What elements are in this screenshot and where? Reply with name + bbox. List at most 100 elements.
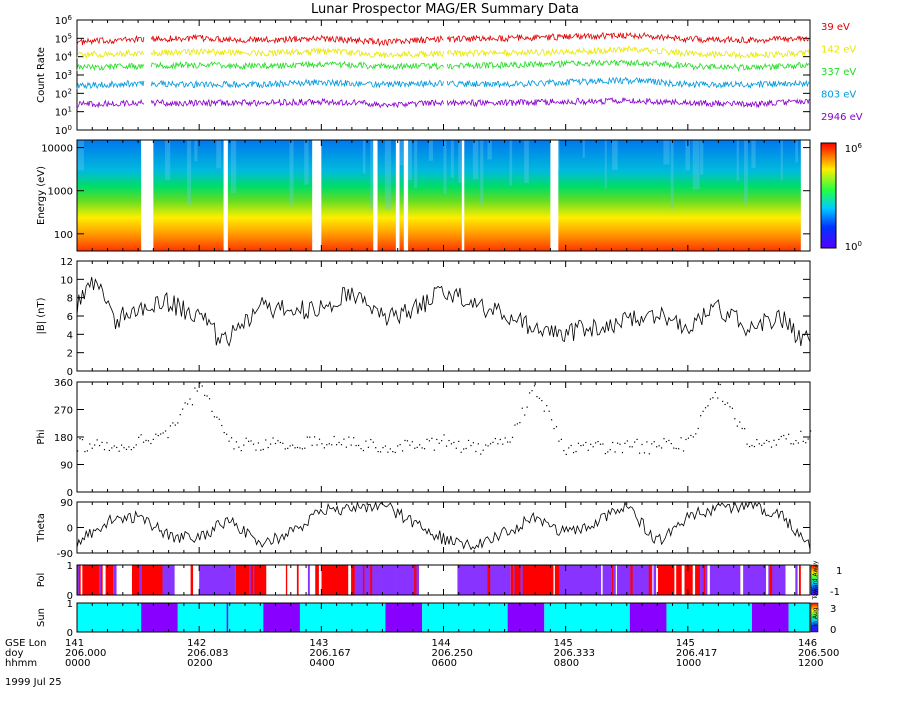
phi-point <box>475 450 477 453</box>
sun-segment <box>263 603 300 632</box>
phi-point <box>722 400 724 403</box>
phi-point <box>167 436 169 439</box>
phi-point <box>274 442 277 445</box>
energy-colorbar-max-label: 106 <box>845 142 863 155</box>
phi-point <box>792 443 795 445</box>
theta-line <box>76 501 811 551</box>
phi-point <box>299 447 301 449</box>
phi-point <box>580 445 582 447</box>
count-rate-tick-label: 103 <box>55 69 72 82</box>
spectrogram-streak <box>428 140 433 161</box>
phi-point <box>323 447 325 449</box>
sun-segment <box>544 603 630 632</box>
phi-point <box>682 450 685 452</box>
polarity-stripe <box>392 565 394 595</box>
b-magnitude-tick-label: 0 <box>67 367 73 378</box>
phi-point <box>419 444 421 446</box>
spectrogram-streak <box>692 140 700 190</box>
phi-point <box>494 437 497 440</box>
b-magnitude-tick-label: 6 <box>67 312 73 323</box>
polarity-stripe <box>249 565 251 595</box>
phi-tick-label: 0 <box>67 488 73 499</box>
phi-point <box>714 391 716 394</box>
phi-point <box>160 433 162 435</box>
legend-entry: 803 eV <box>821 90 856 101</box>
phi-point <box>612 441 614 444</box>
phi-point <box>707 405 709 407</box>
spectrogram-streak <box>216 140 222 169</box>
phi-point <box>555 426 558 428</box>
phi-point <box>172 422 174 424</box>
phi-point <box>328 443 330 445</box>
energy-tick-label: 10000 <box>41 144 73 155</box>
count-rate-tick-label: 100 <box>55 124 72 137</box>
phi-point <box>504 437 506 439</box>
phi-point <box>607 451 609 453</box>
polarity-stripe <box>80 565 83 595</box>
phi-point <box>436 438 438 441</box>
x-tick-label-doy: 206.333 <box>554 648 595 659</box>
phi-point <box>502 443 504 445</box>
phi-point <box>548 410 550 412</box>
phi-point <box>590 443 592 445</box>
spectrogram-data-gap <box>550 140 559 251</box>
phi-point <box>687 437 690 439</box>
polarity-stripe <box>586 565 589 595</box>
phi-point <box>387 451 389 453</box>
spectrogram-streak <box>487 140 492 160</box>
sun-segment <box>629 603 667 632</box>
energy-spectrogram <box>77 140 810 251</box>
phi-point <box>790 443 792 445</box>
phi-point <box>497 443 499 445</box>
phi-point <box>636 438 638 441</box>
phi-point <box>184 402 186 404</box>
phi-point <box>428 440 431 442</box>
x-tick-label-doy: 206.417 <box>676 648 717 659</box>
polarity-colorbar-title: Toward Away <box>812 560 819 600</box>
energy-tick-label: 1000 <box>48 187 73 198</box>
phi-point <box>377 450 379 453</box>
phi-point <box>118 450 120 452</box>
polarity-stripe <box>252 565 255 595</box>
phi-point <box>389 448 391 450</box>
phi-point <box>360 448 362 450</box>
sun-segment <box>299 603 386 632</box>
phi-point <box>394 451 396 454</box>
polarity-stripe <box>579 565 581 595</box>
polarity-stripe <box>77 565 79 595</box>
phi-point <box>355 444 357 447</box>
phi-point <box>152 438 154 441</box>
phi-point <box>810 430 812 432</box>
phi-point <box>250 440 252 442</box>
phi-point <box>326 444 328 446</box>
polarity-stripe <box>322 565 326 595</box>
spectrogram-streak <box>194 140 198 162</box>
spectrogram-streak <box>670 140 674 210</box>
count-rate-series-line <box>76 31 810 47</box>
polarity-stripe <box>98 565 101 595</box>
phi-point <box>233 448 235 450</box>
phi-point <box>426 438 428 440</box>
phi-point <box>120 444 123 446</box>
phi-point <box>739 421 741 423</box>
phi-point <box>768 440 770 443</box>
spectrogram-streak <box>289 140 294 207</box>
phi-point <box>519 422 521 424</box>
polarity-stripe <box>799 565 801 595</box>
phi-point <box>526 406 528 408</box>
phi-point <box>783 434 785 437</box>
x-tick-label-doy: 206.000 <box>65 648 106 659</box>
phi-point <box>272 437 274 439</box>
polarity-stripe <box>454 565 458 595</box>
spectrogram-streak <box>414 140 418 189</box>
phi-point <box>370 438 372 441</box>
spectrogram-data-gap <box>461 140 465 251</box>
phi-point <box>536 396 538 398</box>
phi-point <box>147 440 150 442</box>
polarity-stripe <box>681 565 685 595</box>
spectrogram-streak <box>230 140 237 194</box>
phi-point <box>533 385 536 387</box>
sun-segment <box>77 603 142 632</box>
phi-point <box>631 446 633 448</box>
polarity-stripe <box>304 565 306 595</box>
